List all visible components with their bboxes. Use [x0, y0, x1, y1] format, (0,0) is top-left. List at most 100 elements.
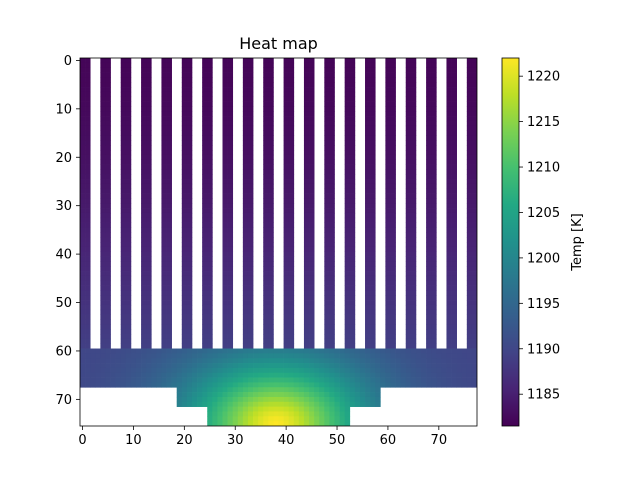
- heatmap-cell: [344, 125, 351, 131]
- heatmap-cell: [426, 72, 432, 78]
- heatmap-cell: [85, 290, 91, 296]
- heatmap-cell: [410, 145, 417, 151]
- heatmap-cell: [181, 62, 188, 69]
- y-tick-label: 20: [55, 151, 72, 166]
- heatmap-cell: [105, 309, 111, 315]
- heatmap-cell: [298, 353, 305, 359]
- heatmap-cell: [466, 242, 473, 248]
- heatmap-cell: [146, 77, 152, 83]
- heatmap-cell: [431, 116, 437, 122]
- heatmap-cell: [146, 382, 152, 388]
- heatmap-cell: [232, 363, 239, 369]
- heatmap-cell: [85, 266, 91, 272]
- heatmap-cell: [135, 377, 142, 383]
- heatmap-cell: [125, 358, 132, 364]
- heatmap-cell: [100, 203, 106, 209]
- heatmap-cell: [222, 150, 228, 156]
- heatmap-cell: [181, 334, 188, 340]
- heatmap-cell: [141, 154, 147, 161]
- heatmap-cell: [385, 363, 391, 369]
- heatmap-cell: [273, 406, 279, 412]
- heatmap-cell: [329, 222, 335, 228]
- heatmap-cell: [181, 106, 188, 112]
- heatmap-cell: [166, 198, 172, 204]
- heatmap-cell: [303, 193, 310, 199]
- heatmap-cell: [146, 363, 152, 369]
- heatmap-cell: [141, 183, 147, 190]
- heatmap-cell: [105, 280, 111, 286]
- heatmap-cell: [181, 198, 188, 204]
- heatmap-cell: [85, 382, 91, 388]
- heatmap-cell: [431, 140, 437, 146]
- heatmap-cell: [161, 212, 167, 219]
- heatmap-cell: [237, 353, 244, 359]
- heatmap-cell: [380, 377, 386, 383]
- heatmap-cell: [207, 87, 213, 93]
- heatmap-cell: [125, 314, 132, 320]
- heatmap-cell: [385, 382, 391, 388]
- heatmap-cell: [303, 164, 310, 170]
- heatmap-cell: [237, 382, 244, 388]
- heatmap-cell: [202, 367, 208, 374]
- heatmap-cell: [415, 358, 422, 364]
- heatmap-cell: [242, 300, 249, 306]
- heatmap-cell: [365, 101, 371, 107]
- heatmap-cell: [125, 198, 132, 204]
- heatmap-cell: [80, 212, 86, 219]
- heatmap-cell: [329, 266, 335, 272]
- heatmap-cell: [329, 396, 335, 403]
- heatmap-cell: [466, 275, 473, 282]
- heatmap-cell: [120, 111, 127, 117]
- heatmap-cell: [446, 87, 452, 93]
- heatmap-cell: [146, 314, 152, 320]
- heatmap-cell: [426, 179, 432, 185]
- heatmap-cell: [329, 353, 335, 359]
- heatmap-cell: [227, 116, 234, 122]
- heatmap-cell: [288, 363, 295, 369]
- heatmap-cell: [283, 91, 290, 98]
- heatmap-cell: [247, 392, 254, 398]
- heatmap-cell: [385, 271, 391, 277]
- heatmap-cell: [268, 237, 274, 243]
- heatmap-cell: [166, 363, 172, 369]
- heatmap-cell: [100, 87, 106, 93]
- heatmap-cell: [202, 101, 208, 107]
- heatmap-cell: [90, 348, 96, 354]
- heatmap-cell: [130, 367, 137, 374]
- heatmap-cell: [125, 377, 132, 383]
- heatmap-cell: [370, 382, 376, 388]
- heatmap-cell: [400, 372, 407, 378]
- heatmap-cell: [283, 82, 290, 88]
- heatmap-cell: [135, 348, 142, 354]
- heatmap-cell: [370, 329, 376, 335]
- heatmap-cell: [80, 382, 86, 388]
- heatmap-cell: [105, 169, 111, 175]
- heatmap-cell: [466, 338, 473, 345]
- heatmap-cell: [283, 106, 290, 112]
- heatmap-cell: [390, 87, 396, 93]
- heatmap-cell: [85, 295, 91, 301]
- heatmap-cell: [344, 396, 351, 403]
- heatmap-cell: [329, 377, 335, 383]
- heatmap-cell: [385, 58, 391, 64]
- heatmap-cell: [288, 212, 295, 219]
- heatmap-cell: [395, 367, 401, 374]
- heatmap-cell: [207, 72, 213, 78]
- heatmap-cell: [359, 392, 366, 398]
- heatmap-cell: [334, 348, 340, 354]
- heatmap-cell: [161, 256, 167, 262]
- heatmap-cell: [146, 343, 152, 349]
- heatmap-cell: [105, 295, 111, 301]
- heatmap-cell: [334, 382, 340, 388]
- heatmap-cell: [100, 193, 106, 199]
- heatmap-cell: [100, 58, 106, 64]
- heatmap-cell: [85, 309, 91, 315]
- heatmap-cell: [166, 261, 172, 267]
- heatmap-cell: [100, 367, 106, 374]
- heatmap-cell: [166, 159, 172, 165]
- heatmap-cell: [80, 130, 86, 136]
- heatmap-cell: [141, 125, 147, 131]
- heatmap-cell: [100, 183, 106, 190]
- heatmap-cell: [446, 372, 452, 378]
- heatmap-cell: [283, 217, 290, 223]
